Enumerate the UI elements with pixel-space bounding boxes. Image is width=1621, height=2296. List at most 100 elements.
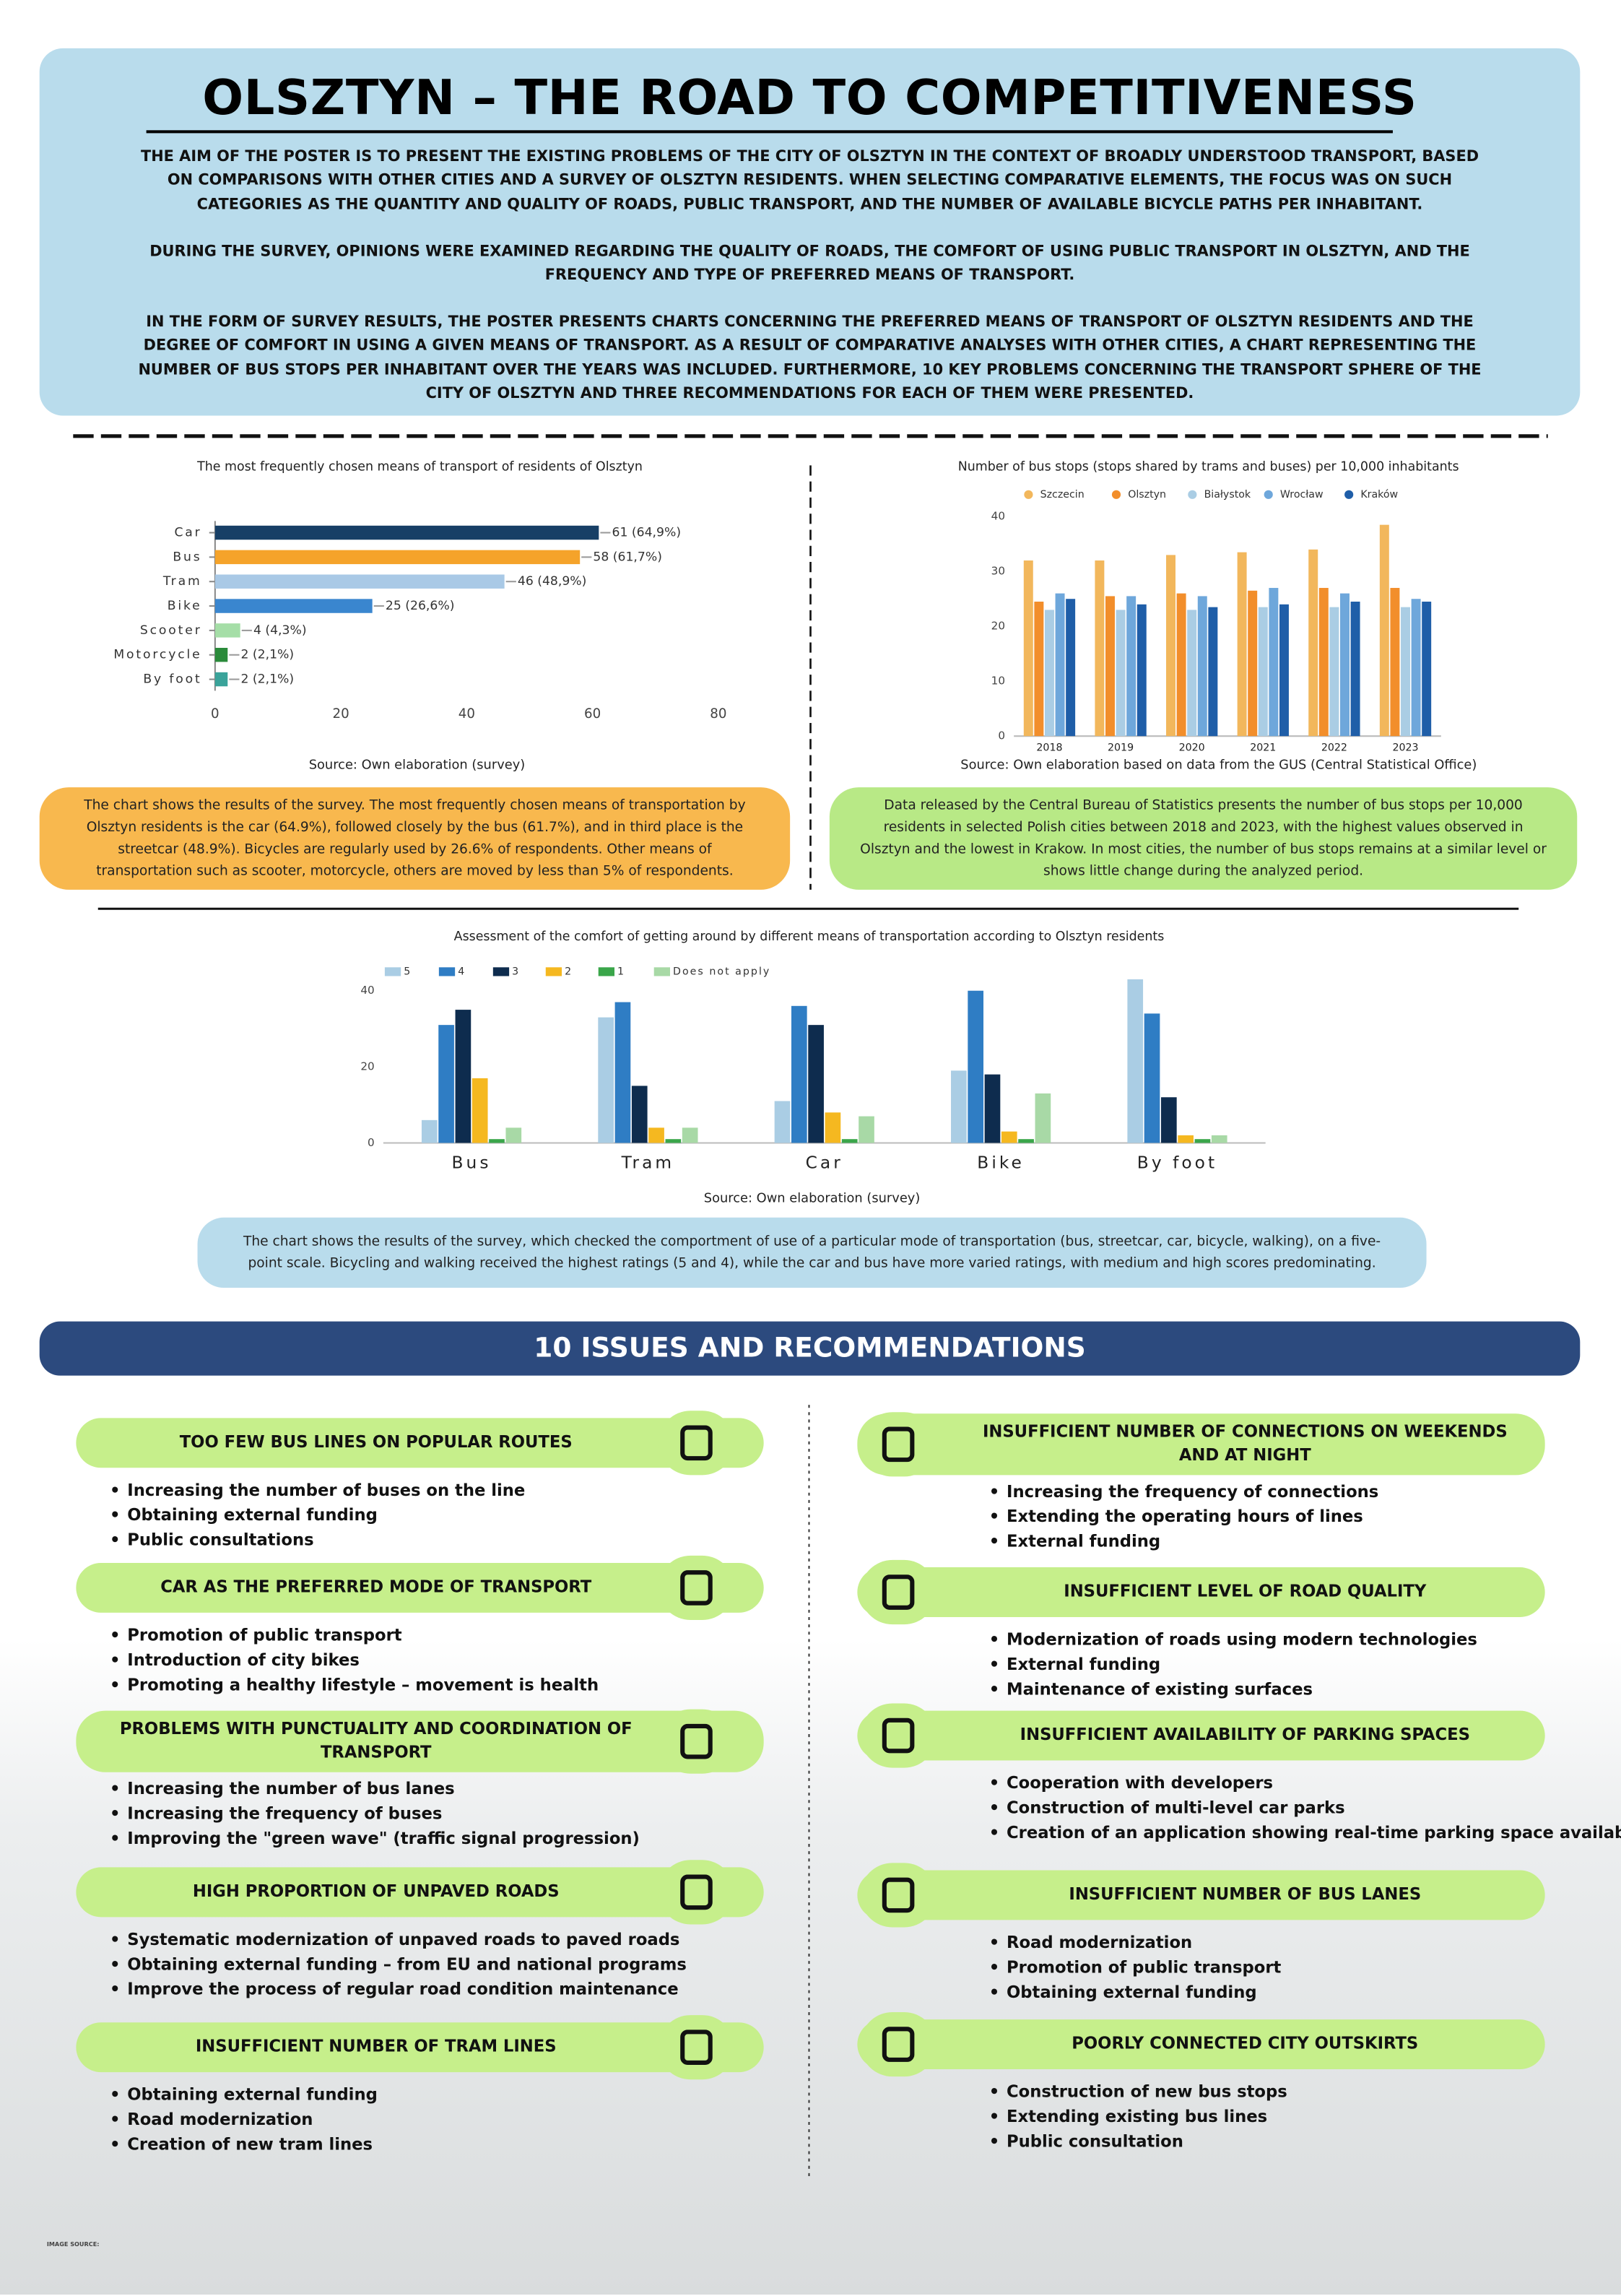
chart-note: The chart shows the results of the surve… [197,1217,1427,1288]
issue-icon [860,1863,936,1928]
recommendation: Extending the operating hours of lines [989,1507,1363,1526]
recommendation: Obtaining external funding [110,1506,378,1525]
bar [859,1116,874,1143]
issue-title: POORLY CONNECTED CITY OUTSKIRTS [857,2019,1545,2070]
issue-title: PROBLEMS WITH PUNCTUALITY AND COORDINATI… [76,1710,764,1772]
bar [1350,602,1360,737]
bar [1211,1135,1227,1143]
bar [1144,1013,1160,1143]
bar [1237,552,1247,737]
icon-glyph [680,1723,713,1759]
bar [1187,610,1197,737]
bar [665,1139,682,1143]
issue-title: HIGH PROPORTION OF UNPAVED ROADS [76,1867,764,1918]
bar [1411,599,1421,737]
icon-glyph [882,1426,915,1463]
category-label: Tram [621,1153,675,1172]
issue-icon [860,1703,936,1768]
bar [1044,610,1054,737]
x-tick-label: 80 [710,706,726,722]
category-label: Bus [452,1153,492,1172]
recommendation: Promoting a healthy lifestyle – movement… [110,1676,599,1695]
chart-note: The chart shows the results of the surve… [39,787,791,890]
chart-title: The most frequently chosen means of tran… [196,459,643,474]
recommendation: Public consultations [110,1531,314,1550]
legend-label: Olsztyn [1128,489,1166,501]
icon-glyph [882,2027,915,2062]
category-label: Motorcycle [113,648,201,662]
legend-label: 2 [565,966,573,977]
value-label: 46 (48,9%) [518,574,587,589]
recommendation: External funding [989,1655,1160,1674]
recommendation: Creation of new tram lines [110,2136,373,2154]
category-label: 2023 [1392,742,1418,753]
bar [791,1005,807,1143]
bar [1137,604,1147,737]
bar [841,1139,858,1143]
recommendation: Extending existing bus lines [989,2107,1267,2126]
bar [1116,610,1126,737]
recommendation: Increasing the number of bus lanes [110,1780,455,1798]
recommendation: External funding [989,1533,1160,1551]
category-label: Tram [162,574,202,589]
icon-glyph [680,1874,713,1910]
icon-glyph [882,1877,915,1913]
bar [825,1112,841,1143]
bar [1160,1097,1177,1143]
recommendation: Modernization of roads using modern tech… [989,1630,1477,1649]
recommendation: Construction of multi-level car parks [989,1799,1345,1818]
bar [1176,593,1186,737]
icon-glyph [680,1425,713,1461]
bar [471,1078,488,1143]
category-label: 2022 [1321,742,1347,753]
category-label: Bike [977,1153,1025,1172]
legend-label: Szczecin [1040,489,1085,501]
legend-label: 3 [512,966,520,977]
recommendation: Obtaining external funding [110,2085,378,2104]
recommendation: Road modernization [110,2110,313,2129]
issue-icon [658,1860,735,1925]
chart-title: Number of bus stops (stops shared by tra… [958,459,1459,474]
issue-icon [658,2015,735,2080]
y-tick-label: 0 [368,1136,375,1149]
poster-title: OLSZTYN – THE ROAD TO COMPETITIVENESS [202,69,1417,126]
legend-label: 4 [458,966,466,977]
bar [1379,524,1389,737]
bar [214,599,373,613]
recommendation: Introduction of city bikes [110,1651,360,1670]
legend-swatch [492,967,510,976]
bar [631,1086,648,1143]
legend-swatch [1188,490,1197,499]
legend-label: Białystok [1204,489,1251,501]
chart-source: Source: Own elaboration (survey) [309,758,526,773]
bar [1127,979,1144,1143]
recommendation: Construction of new bus stops [989,2082,1287,2101]
bar [1066,599,1076,737]
bar [1197,596,1207,737]
value-label: 25 (26,6%) [386,599,455,613]
bar [1329,607,1339,737]
issues-banner: 10 ISSUES AND RECOMMENDATIONS [39,1321,1581,1376]
recommendation: Increasing the number of buses on the li… [110,1481,525,1500]
recommendation: Improve the process of regular road cond… [110,1980,679,1999]
title-rule [146,130,1393,134]
legend-swatch [1344,490,1354,499]
value-label: 58 (61,7%) [593,550,662,564]
y-tick-label: 40 [360,984,374,997]
bar [1339,593,1350,737]
legend-swatch [1264,490,1273,499]
bar [1248,590,1258,737]
bar [1401,607,1410,737]
bar [1318,588,1329,737]
bar [984,1074,1001,1143]
legend-swatch [1111,490,1121,499]
icon-glyph [680,2029,713,2065]
bar [438,1025,454,1143]
bar [505,1127,522,1143]
issue-icon [658,1411,735,1476]
recommendation: Obtaining external funding – from EU and… [110,1955,687,1974]
value-label: 61 (64,9%) [612,526,682,540]
legend-swatch [598,967,615,976]
